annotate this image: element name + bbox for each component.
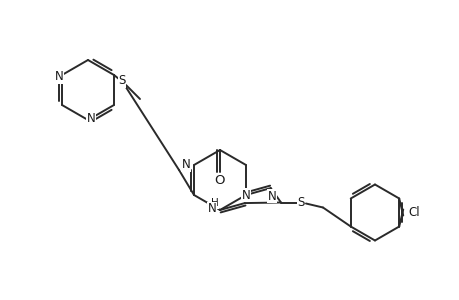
Text: S: S — [297, 196, 304, 209]
Text: O: O — [214, 173, 225, 187]
Text: H: H — [211, 198, 218, 208]
Text: Cl: Cl — [408, 206, 419, 219]
Text: S: S — [118, 74, 125, 88]
Text: N: N — [181, 158, 190, 172]
Text: N: N — [55, 70, 63, 83]
Text: N: N — [267, 190, 275, 202]
Text: N: N — [207, 202, 216, 215]
Text: N: N — [241, 189, 250, 202]
Text: N: N — [86, 112, 95, 124]
